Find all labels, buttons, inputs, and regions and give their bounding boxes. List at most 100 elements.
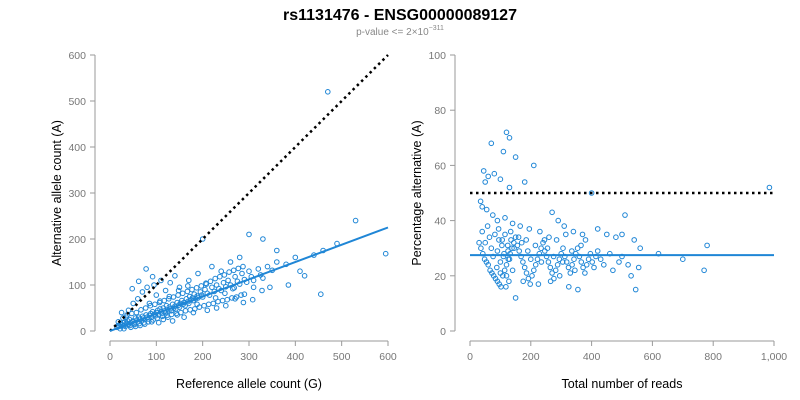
right-data-point xyxy=(680,256,686,263)
right-data-point xyxy=(485,173,492,180)
right-data-point xyxy=(545,259,552,265)
right-data-point xyxy=(492,231,498,238)
right-data-point xyxy=(523,237,530,243)
left-data-point xyxy=(142,305,149,311)
right-data-point xyxy=(582,237,589,243)
left-data-point xyxy=(297,268,303,275)
right-data-point xyxy=(551,275,557,282)
left-data-point xyxy=(292,254,299,261)
right-data-point xyxy=(503,262,510,268)
left-data-point xyxy=(156,299,163,306)
left-data-point xyxy=(227,259,234,265)
left-data-point xyxy=(154,315,161,321)
right-data-point xyxy=(569,262,575,268)
left-data-point xyxy=(130,300,136,307)
left-scatter-plot: 0 100 200 300 400 500 600 0 100 200 300 400 500 600 Re… xyxy=(50,50,397,391)
right-data-point xyxy=(506,184,513,191)
right-data-point xyxy=(508,237,514,243)
right-data-point xyxy=(482,179,489,185)
left-data-point xyxy=(118,309,125,316)
left-data-point xyxy=(120,315,126,321)
right-data-point xyxy=(526,226,533,232)
right-data-point xyxy=(511,245,517,251)
right-data-point xyxy=(555,217,562,224)
right-data-point xyxy=(628,273,634,279)
right-y-axis-label: Percentage alternative (A) xyxy=(410,120,424,265)
left-data-point xyxy=(205,301,212,308)
left-data-point xyxy=(259,287,265,294)
right-x-tick-label: 800 xyxy=(704,351,722,363)
right-data-point xyxy=(500,148,507,155)
left-data-point xyxy=(182,308,189,314)
right-data-point xyxy=(479,228,486,235)
right-data-point xyxy=(631,237,638,243)
right-data-point xyxy=(572,267,578,274)
left-data-point xyxy=(129,310,135,317)
left-data-point xyxy=(232,273,238,280)
right-data-point xyxy=(538,259,545,265)
right-x-axis-label: Total number of reads xyxy=(562,377,683,391)
right-data-point xyxy=(597,256,604,263)
right-data-point xyxy=(549,270,555,276)
right-x-tick-label: 0 xyxy=(467,351,473,363)
right-x-tick-label: 600 xyxy=(644,351,662,363)
left-data-point xyxy=(162,287,169,294)
left-data-point xyxy=(195,270,201,277)
right-data-point xyxy=(504,242,511,249)
left-data-point xyxy=(185,283,191,289)
subtitle-prefix: p-value <= 2×10 xyxy=(356,27,429,38)
left-y-tick-label: 0 xyxy=(80,326,86,338)
right-data-point xyxy=(505,248,511,254)
right-data-point xyxy=(514,242,521,249)
right-data-point xyxy=(549,209,555,216)
right-data-point xyxy=(479,204,486,210)
right-data-point xyxy=(578,242,584,249)
left-y-tick-label: 200 xyxy=(68,234,86,246)
left-data-point xyxy=(246,231,252,238)
left-data-point xyxy=(209,263,215,270)
left-data-point xyxy=(187,307,193,313)
left-data-point xyxy=(167,279,173,286)
left-fit-line xyxy=(109,226,389,332)
right-data-point xyxy=(509,220,516,227)
right-data-point xyxy=(579,231,586,238)
left-data-point xyxy=(260,275,266,281)
right-x-tick-label: 200 xyxy=(522,351,540,363)
right-data-point xyxy=(635,264,642,271)
right-data-point xyxy=(518,239,525,246)
right-y-tick-label: 20 xyxy=(434,271,446,283)
left-data-point xyxy=(172,273,178,279)
left-y-tick-label: 100 xyxy=(68,280,86,292)
right-data-point xyxy=(517,223,524,229)
left-data-point xyxy=(260,236,266,242)
right-data-point xyxy=(503,129,510,136)
left-y-tick-label: 600 xyxy=(68,50,86,62)
left-data-point xyxy=(213,305,220,311)
right-y-tick-label: 60 xyxy=(434,160,446,172)
left-data-point xyxy=(274,259,280,265)
right-data-point xyxy=(480,168,487,174)
right-data-point xyxy=(503,284,509,290)
right-data-point xyxy=(531,267,537,274)
right-data-point xyxy=(565,264,572,271)
right-data-point xyxy=(506,135,513,141)
left-x-tick-label: 200 xyxy=(194,351,212,363)
left-data-point xyxy=(166,296,172,302)
right-data-point xyxy=(637,245,644,251)
right-data-point xyxy=(525,275,532,282)
left-data-point xyxy=(160,316,167,323)
left-data-point xyxy=(189,286,195,293)
left-data-point xyxy=(135,296,141,302)
right-data-point xyxy=(516,248,523,254)
right-data-point xyxy=(527,281,534,287)
right-data-point xyxy=(496,237,502,243)
right-data-point xyxy=(766,184,773,191)
left-data-point xyxy=(226,269,232,275)
left-x-tick-label: 500 xyxy=(333,351,351,363)
right-data-point xyxy=(512,234,519,240)
right-data-point xyxy=(506,278,512,285)
left-data-point xyxy=(352,217,359,224)
left-data-point xyxy=(240,263,246,270)
left-data-point xyxy=(198,283,205,289)
subtitle-exponent: −311 xyxy=(429,25,444,32)
